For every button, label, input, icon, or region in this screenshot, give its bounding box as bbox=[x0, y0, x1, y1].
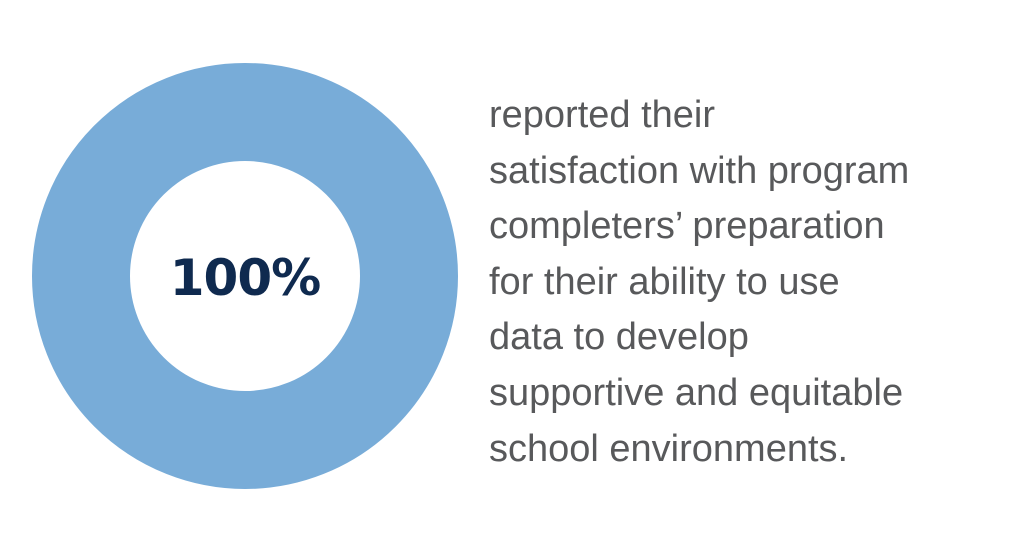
stat-caption: reported their satisfaction with program… bbox=[489, 88, 1009, 477]
caption-line-7: school environments. bbox=[489, 427, 849, 470]
caption-line-1: reported their bbox=[489, 94, 716, 136]
caption-line-6: supportive and equitable bbox=[489, 371, 904, 414]
caption-line-5: data to develop bbox=[489, 316, 749, 359]
caption-line-3: completers’ preparation bbox=[489, 205, 885, 248]
donut-ring-group bbox=[32, 63, 458, 489]
caption-line-2: satisfaction with program bbox=[489, 149, 910, 192]
percentage-value: 100% bbox=[169, 249, 321, 307]
donut-slice-1 bbox=[32, 63, 458, 489]
caption-line-4: for their ability to use bbox=[489, 260, 840, 303]
